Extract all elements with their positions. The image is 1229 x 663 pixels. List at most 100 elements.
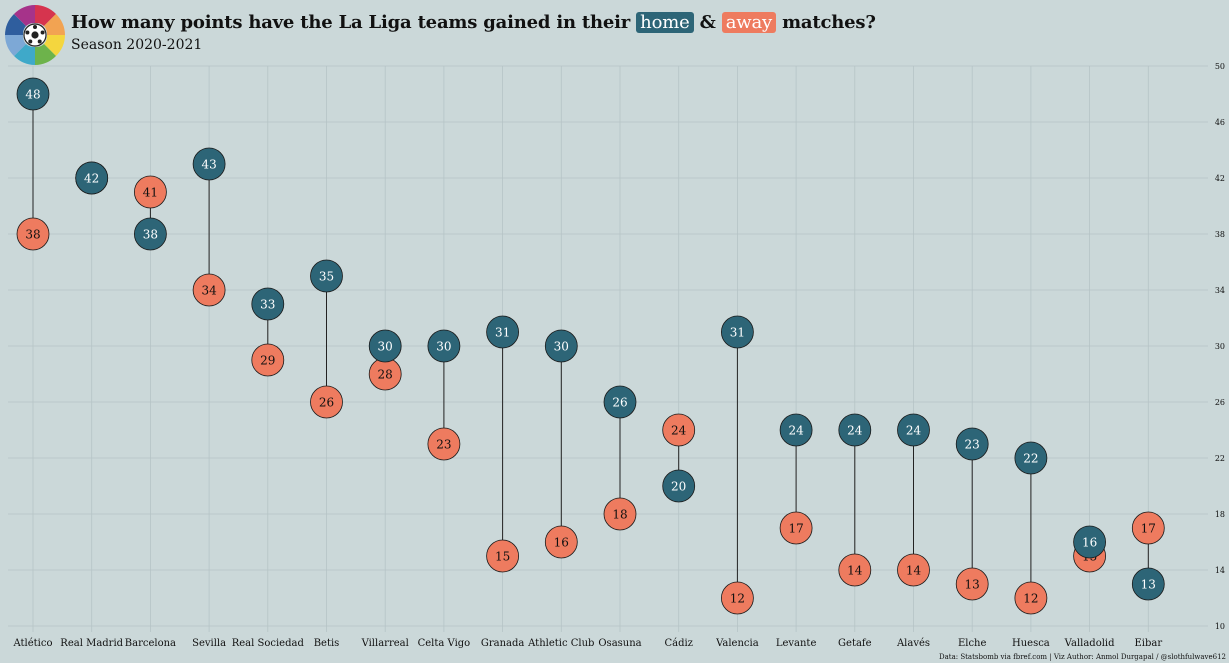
x-tick-label: Alavés: [896, 638, 930, 649]
home-value-label: 38: [143, 228, 158, 242]
away-point: [779, 511, 813, 545]
home-point: [486, 315, 520, 349]
away-point: [310, 385, 343, 419]
chart-subtitle: Season 2020-2021: [71, 37, 203, 53]
away-value-label: 38: [25, 228, 40, 242]
away-value-label: 12: [1023, 592, 1038, 606]
away-point: [603, 497, 637, 531]
chart-title: How many points have the La Liga teams g…: [71, 12, 876, 33]
away-value-label: 18: [612, 508, 627, 522]
x-tick-label: Real Sociedad: [232, 638, 305, 649]
home-value-label: 30: [378, 340, 393, 354]
y-axis-ticks: 10 14 18 22 26 30 34 38 42 46 50: [1215, 62, 1225, 631]
home-point: [427, 329, 461, 363]
x-tick-label: Getafe: [838, 638, 872, 649]
x-tick-label: Huesca: [1012, 638, 1050, 649]
home-value-label: 35: [319, 270, 334, 284]
away-value-label: 13: [965, 578, 980, 592]
away-value-label: 17: [788, 522, 803, 536]
home-point: [544, 329, 578, 363]
home-point: [721, 315, 754, 349]
away-value-label: 26: [319, 396, 334, 410]
x-tick-label: Atlético: [12, 638, 52, 649]
home-point: [1014, 441, 1048, 475]
home-point: [368, 329, 402, 363]
home-point: [16, 77, 50, 111]
la-liga-logo-icon: [5, 5, 65, 65]
x-tick-label: Barcelona: [125, 638, 176, 649]
y-tick-label: 10: [1215, 622, 1225, 631]
x-tick-label: Sevilla: [192, 638, 226, 649]
home-value-label: 31: [495, 326, 510, 340]
away-point: [16, 217, 50, 251]
home-point: [192, 147, 226, 181]
x-tick-label: Athletic Club: [527, 638, 594, 649]
away-point: [486, 539, 520, 573]
x-tick-label: Celta Vigo: [418, 638, 471, 649]
away-point: [133, 175, 167, 209]
home-point: [310, 259, 343, 293]
home-point: [779, 413, 813, 447]
away-point: [955, 567, 989, 601]
home-value-label: 24: [847, 424, 863, 438]
home-point: [897, 413, 930, 447]
title-ampersand: &: [699, 12, 716, 33]
away-value-label: 17: [1141, 522, 1156, 536]
x-tick-label: Levante: [776, 638, 817, 649]
credit-text: Data: Statsbomb via fbref.com | Viz Auth…: [938, 653, 1226, 661]
away-point: [544, 525, 578, 559]
away-point: [427, 427, 461, 461]
x-tick-label: Valencia: [715, 638, 759, 649]
away-value-label: 34: [201, 284, 217, 298]
away-value-label: 41: [143, 186, 158, 200]
home-value-label: 33: [260, 298, 275, 312]
home-value-label: 43: [201, 158, 216, 172]
home-point: [838, 413, 872, 447]
y-tick-label: 42: [1215, 174, 1225, 183]
away-value-label: 24: [671, 424, 687, 438]
away-value-label: 29: [260, 354, 275, 368]
home-point: [662, 469, 696, 503]
x-axis-labels: Atlético Real Madrid Barcelona Sevilla Real …: [12, 638, 1162, 649]
away-point: [1131, 511, 1165, 545]
home-value-label: 13: [1141, 578, 1156, 592]
home-point: [133, 217, 167, 251]
home-value-label: 23: [965, 438, 980, 452]
away-point: [251, 343, 285, 377]
x-tick-label: Cádiz: [664, 638, 692, 649]
away-point: [721, 581, 754, 615]
home-point: [75, 161, 109, 195]
home-value-label: 16: [1082, 536, 1097, 550]
away-point: [662, 413, 696, 447]
away-value-label: 12: [730, 592, 745, 606]
data-marks: 3848424238413443293326352830233015311630…: [16, 77, 1165, 615]
away-value-label: 23: [436, 438, 451, 452]
home-point: [603, 385, 637, 419]
home-point: [955, 427, 989, 461]
x-tick-label: Real Madrid: [60, 638, 123, 649]
home-value-label: 24: [788, 424, 804, 438]
away-value-label: 14: [906, 564, 922, 578]
home-value-label: 42: [84, 172, 99, 186]
x-tick-label: Osasuna: [598, 638, 641, 649]
home-value-label: 20: [671, 480, 686, 494]
away-value-label: 14: [847, 564, 863, 578]
title-text-start: How many points have the La Liga teams g…: [71, 12, 631, 33]
away-point: [1014, 581, 1048, 615]
away-point: [838, 553, 872, 587]
home-value-label: 48: [25, 88, 40, 102]
home-value-label: 31: [730, 326, 745, 340]
x-tick-label: Granada: [481, 638, 525, 649]
home-value-label: 26: [612, 396, 627, 410]
home-value-label: 30: [554, 340, 569, 354]
home-point: [1131, 567, 1165, 601]
x-tick-label: Villarreal: [361, 638, 409, 649]
home-point: [1073, 525, 1106, 559]
y-tick-label: 26: [1215, 398, 1225, 407]
away-value-label: 15: [495, 550, 510, 564]
title-text-end: matches?: [782, 12, 876, 33]
y-tick-label: 18: [1215, 510, 1225, 519]
y-tick-label: 38: [1215, 230, 1225, 239]
away-value-label: 16: [554, 536, 569, 550]
